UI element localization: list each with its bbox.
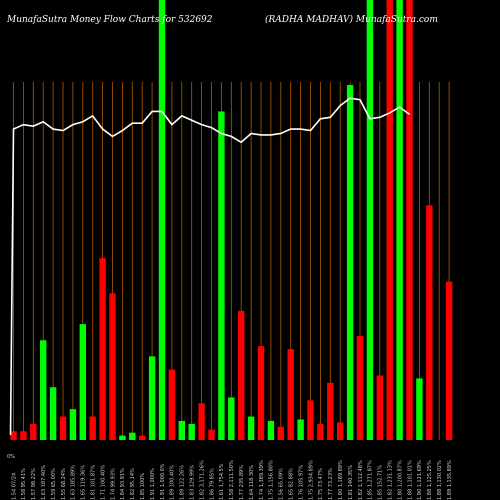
bar-10	[99, 258, 106, 440]
x-tick-label: 1.71 100.40%	[100, 465, 106, 500]
x-tick-label: 1.81 140.35%	[348, 465, 354, 500]
bar-6	[59, 416, 67, 440]
bar-25	[247, 416, 255, 440]
x-tick-label: 1.84 93.91%	[120, 468, 126, 500]
x-tick-labels: 1.54 07/24 1.58 95.41% 1.57 98.22% 1.63 187…	[11, 460, 453, 500]
bar-32	[317, 423, 324, 440]
x-tick-label: 1.65 82.88%	[289, 468, 295, 500]
x-tick-label: 1.63 185.89%	[71, 465, 77, 500]
x-tick-label: 1.76 105.97%	[298, 465, 304, 500]
x-tick-label: 1.55 68.24%	[61, 468, 67, 500]
x-tick-label: 1.75 1,156.80%	[269, 460, 275, 500]
bar-5	[49, 387, 57, 440]
bar-18	[178, 420, 185, 440]
chart-title-right: (RADHA MADHAV) MunafaSutra.com	[265, 14, 438, 25]
x-tick-label: 1.85 1,271.87%	[368, 460, 374, 500]
x-tick-label: 1.91 1,000%	[150, 468, 156, 500]
x-tick-label: 1.91 1,000.0%	[160, 463, 166, 500]
x-tick-label: 1.85 100%	[140, 473, 146, 500]
x-tick-label: 1.89 122.26%	[180, 465, 186, 500]
x-tick-label: 1.82 1,231.13%	[388, 460, 394, 500]
bar-26	[257, 346, 265, 440]
x-tick-label: 1.56 65.09%	[279, 468, 285, 500]
x-tick-label: 1.75 2,934.89%	[308, 460, 314, 500]
bar-12	[119, 435, 126, 440]
bar-20	[198, 403, 205, 440]
bar-11	[109, 293, 116, 440]
bar-29	[287, 349, 294, 440]
bar-33	[327, 382, 334, 440]
bar-13	[129, 432, 136, 440]
bar-16	[158, 0, 166, 441]
x-tick-label: 1.77 235.89%	[239, 465, 245, 500]
bar-38	[376, 375, 383, 440]
bar-17	[168, 369, 176, 440]
bar-42	[416, 378, 423, 440]
bar-40	[396, 0, 403, 441]
x-tick-label: 1.61 1,754.5%	[219, 463, 225, 500]
bar-41	[406, 0, 413, 441]
bar-35	[346, 85, 354, 441]
x-tick-label: 1.57 98.22%	[31, 468, 37, 500]
bar-31	[307, 400, 314, 440]
chart-title-left: MunafaSutra Money Flow Charts for 532692	[6, 15, 213, 25]
x-tick-label: 1.81 101.87%	[91, 465, 97, 500]
x-tick-label: 1.58 95.41%	[21, 468, 27, 500]
x-tick-label: 1.80 1,200.87%	[397, 460, 403, 500]
bar-21	[208, 429, 215, 440]
x-tick-label: 1.88 1,101.01%	[407, 460, 413, 500]
x-tick-label: 1.90 1,121.69%	[417, 460, 423, 500]
bar-39	[386, 0, 393, 441]
bar-2	[20, 431, 27, 440]
x-tick-label: 1.63 187.40%	[41, 465, 47, 500]
x-tick-label: 1.88 1,130.02%	[437, 460, 443, 500]
x-tick-label: 1.74 99.93%	[110, 468, 116, 500]
x-tick-label: 1.64 118.30%	[249, 465, 255, 500]
price-line	[9, 97, 410, 436]
x-tick-label: 1.77 73.23%	[328, 468, 334, 500]
x-tick-label: 1.82 3,171.26%	[199, 460, 205, 500]
x-axis-origin-label: 0%	[7, 454, 15, 460]
bar-4	[40, 340, 47, 440]
x-tick-label: 1.54 07/24	[11, 473, 17, 500]
bar-24	[238, 310, 245, 440]
x-tick-label: 1.86 79.85%	[209, 468, 215, 500]
bar-8	[79, 324, 86, 440]
bar-3	[30, 423, 37, 440]
bar-14	[139, 435, 146, 440]
x-tick-label: 1.82 1,112.48%	[358, 460, 364, 500]
bar-15	[148, 356, 156, 440]
x-tick-label: 1.59 65.00%	[51, 468, 57, 500]
bar-23	[228, 397, 235, 440]
bar-9	[89, 416, 96, 440]
bar-45	[445, 281, 453, 440]
bar-1	[10, 431, 17, 440]
bar-34	[337, 422, 344, 440]
bar-36	[356, 335, 364, 440]
x-tick-label: 1.82 95.14%	[130, 468, 136, 500]
bar-37	[366, 0, 374, 441]
x-tick-label: 1.58 2,111.50%	[229, 460, 235, 500]
x-tick-label: 1.74 1,389.39%	[259, 460, 265, 500]
x-tick-label: 1.89 1,135.89%	[447, 460, 453, 500]
x-tick-label: 1.89 100.40%	[170, 465, 176, 500]
x-tick-label: 1.88 1,125.25%	[427, 460, 433, 500]
x-tick-label: 1.75 73.47%	[318, 468, 324, 500]
x-tick-label: 1.83 129.99%	[190, 465, 196, 500]
bar-27	[267, 420, 275, 440]
x-tick-label: 1.65 119.36%	[81, 465, 87, 500]
bar-19	[188, 423, 195, 440]
x-tick-label: 1.85 152.71%	[378, 465, 384, 500]
bar-30	[297, 419, 304, 440]
bar-28	[277, 426, 284, 440]
bar-43	[426, 205, 433, 440]
bar-22	[218, 111, 225, 440]
bar-7	[69, 409, 77, 440]
money-flow-bars	[10, 0, 453, 441]
x-tick-label: 1.80 1,189.89%	[338, 460, 344, 500]
